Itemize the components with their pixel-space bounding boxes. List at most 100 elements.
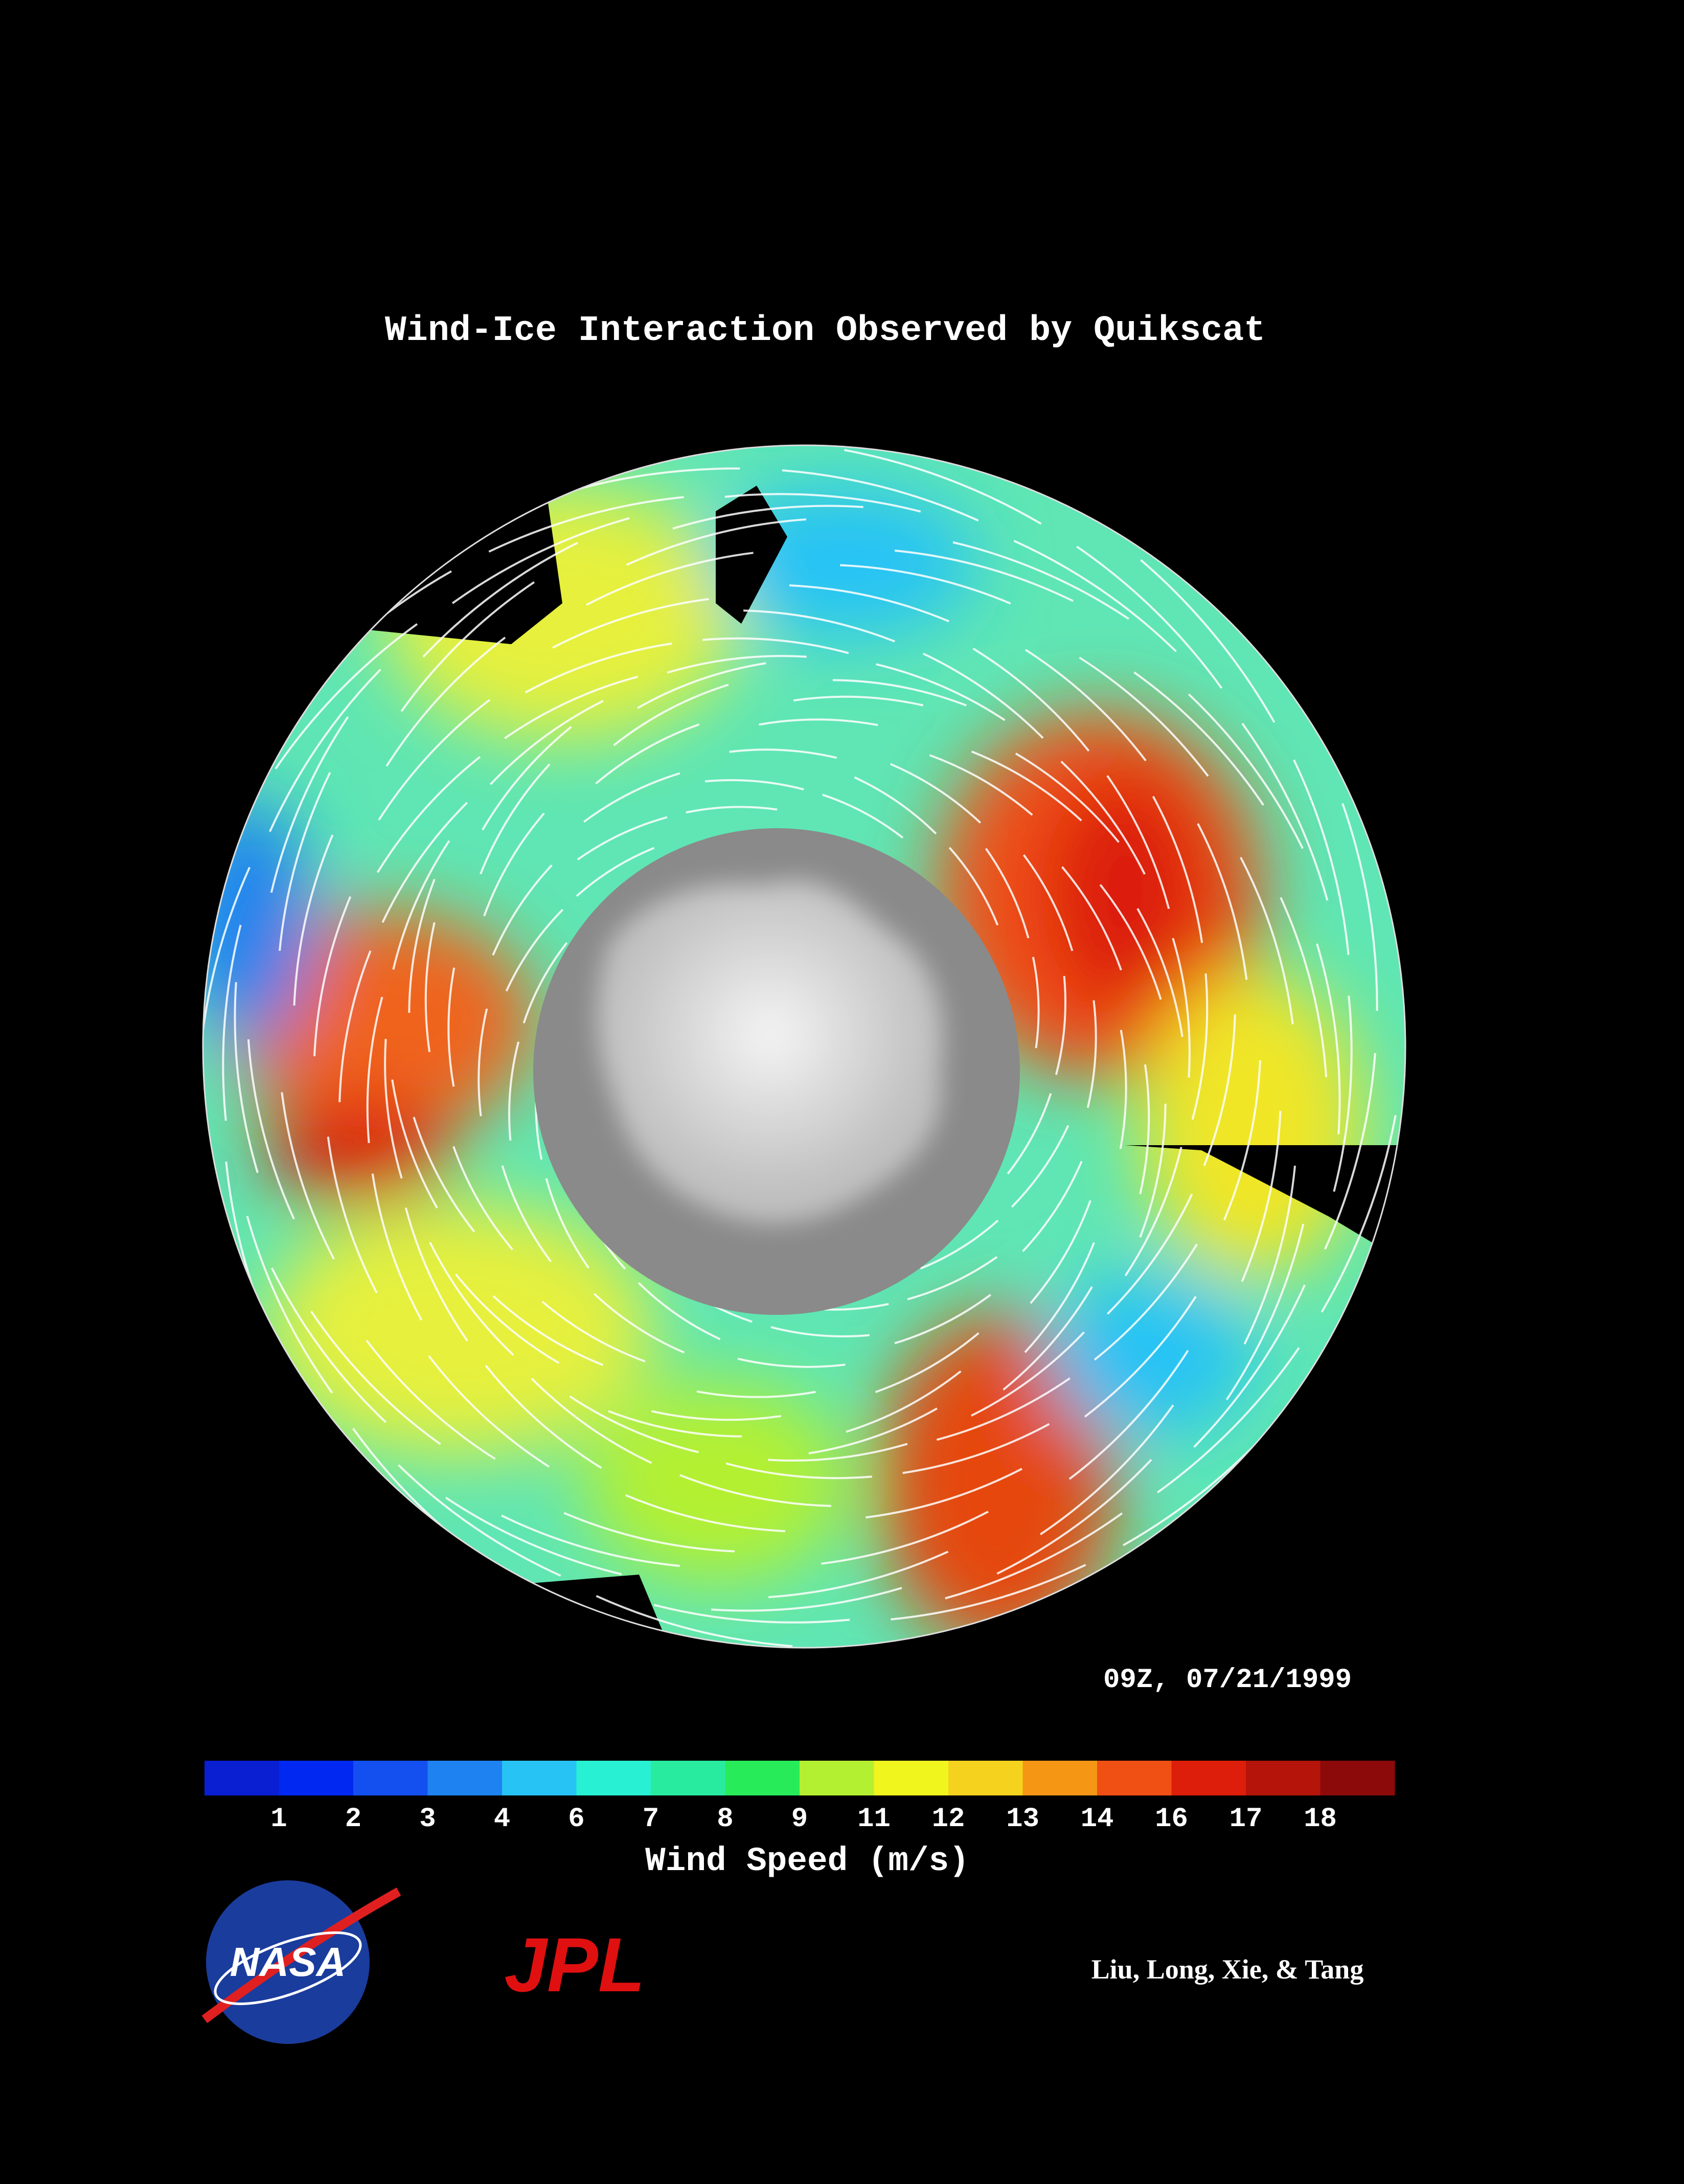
colorbar-tick-label: 18 <box>1304 1804 1337 1835</box>
streamline <box>1024 1242 1095 1353</box>
streamline <box>1133 671 1264 806</box>
streamline <box>492 864 553 956</box>
colorbar-tick-label: 17 <box>1230 1804 1263 1835</box>
streamline <box>327 1136 378 1293</box>
streamline <box>1076 545 1223 689</box>
streamline <box>563 1512 735 1553</box>
streamline <box>743 609 895 643</box>
streamline <box>653 1604 850 1624</box>
streamline <box>1084 1295 1197 1418</box>
streamline <box>1136 908 1184 1037</box>
streamline <box>1060 760 1146 875</box>
streamline <box>1280 897 1328 1078</box>
streamline <box>1094 1243 1198 1361</box>
streamline <box>366 996 383 1143</box>
streamline <box>651 1410 782 1421</box>
streamline <box>338 950 372 1102</box>
streamline <box>724 493 921 513</box>
streamline <box>793 695 924 707</box>
streamline <box>625 1494 786 1532</box>
streamline <box>552 598 709 649</box>
nasa-text: NASA <box>230 1939 346 1985</box>
streamline <box>1188 693 1304 849</box>
colorbar-tick-label: 3 <box>419 1804 436 1835</box>
streamline <box>569 1395 699 1453</box>
colorbar-tick-label: 6 <box>568 1804 584 1835</box>
streamline <box>525 642 672 694</box>
streamline <box>222 924 242 1121</box>
streamline <box>637 662 766 709</box>
streamline <box>268 669 381 832</box>
streamline <box>485 1364 602 1469</box>
streamline <box>504 675 639 739</box>
colorbar-segment <box>725 1761 800 1795</box>
timestamp: 09Z, 07/21/1999 <box>1103 1665 1352 1696</box>
streamline <box>854 776 937 835</box>
streamline <box>696 1390 816 1398</box>
streamline <box>541 1301 646 1362</box>
streamline <box>770 1326 870 1337</box>
streamline <box>376 756 481 873</box>
streamline <box>894 550 1074 602</box>
streamline <box>822 793 904 839</box>
streamline <box>428 1355 550 1468</box>
streamline <box>679 1474 831 1507</box>
streamline <box>846 1370 962 1433</box>
streamline <box>789 584 949 623</box>
streamline <box>1139 1103 1167 1238</box>
streamline <box>875 1332 980 1393</box>
streamline <box>593 1293 685 1354</box>
colorbar-tick-label: 1 <box>270 1804 287 1835</box>
streamline <box>945 1512 1123 1600</box>
streamline <box>1156 1347 1300 1494</box>
streamline <box>1223 1060 1261 1220</box>
streamline <box>686 806 778 814</box>
streamline <box>608 1410 742 1438</box>
colorbar-segment <box>1097 1761 1172 1795</box>
streamline <box>929 754 1033 816</box>
streamline <box>1025 649 1147 762</box>
streamline <box>445 1496 622 1576</box>
streamline <box>577 816 668 861</box>
streamline <box>1055 975 1066 1075</box>
streamline <box>1172 938 1191 1078</box>
streamline <box>1193 1284 1306 1448</box>
streamline <box>586 552 754 606</box>
colorbar-tick-label: 2 <box>345 1804 361 1835</box>
streamline <box>759 718 878 726</box>
streamline <box>531 1377 652 1464</box>
streamline <box>1068 1350 1189 1480</box>
streamline <box>381 802 468 923</box>
streamline <box>505 908 564 992</box>
colorbar-segment <box>279 1761 354 1795</box>
streamline <box>768 1551 949 1599</box>
streamline <box>508 1041 520 1141</box>
streamline <box>890 763 982 824</box>
streamline <box>996 1459 1152 1575</box>
streamline <box>1086 1000 1097 1108</box>
colorbar-segment <box>1320 1761 1395 1795</box>
colorbar-segment <box>1246 1761 1321 1795</box>
streamline <box>1324 1053 1376 1250</box>
streamline <box>545 1178 590 1269</box>
streamline <box>920 1219 999 1270</box>
streamline <box>378 699 491 821</box>
streamline <box>455 1273 560 1364</box>
streamline <box>1203 1014 1236 1166</box>
streamline <box>1013 539 1177 652</box>
streamline <box>1139 1064 1150 1195</box>
colorbar-segment <box>427 1761 503 1795</box>
colorbar-tick-label: 12 <box>932 1804 965 1835</box>
streamline <box>1106 775 1170 909</box>
colorbar-segment <box>651 1761 725 1795</box>
streamline <box>492 1295 604 1366</box>
streamline <box>844 449 1042 525</box>
streamline <box>768 1443 908 1462</box>
streamline <box>876 663 1006 721</box>
colorbar-tick-label: 8 <box>717 1804 733 1835</box>
streamline <box>279 772 331 951</box>
streamline <box>1225 1223 1305 1401</box>
streamline <box>1191 973 1209 1120</box>
